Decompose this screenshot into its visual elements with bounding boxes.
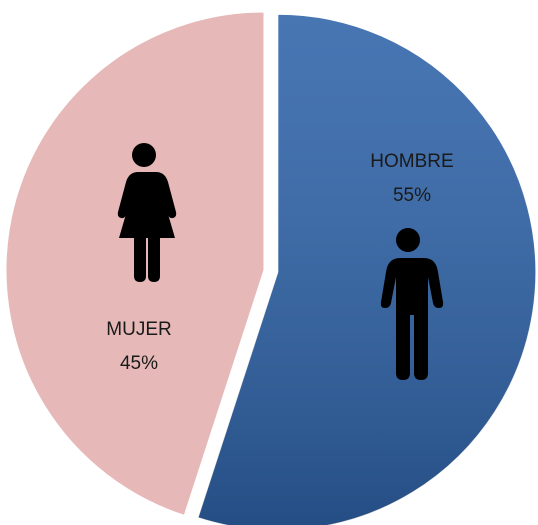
slice-shade [198,14,536,525]
female-icon [117,143,177,282]
male-icon [380,228,444,380]
labels: HOMBRE 55% MUJER 45% [106,151,453,374]
value-label: 55% [393,185,431,206]
category-label: HOMBRE [370,151,453,172]
slices [5,11,537,525]
category-label: MUJER [106,319,171,340]
value-label: 45% [120,353,158,374]
